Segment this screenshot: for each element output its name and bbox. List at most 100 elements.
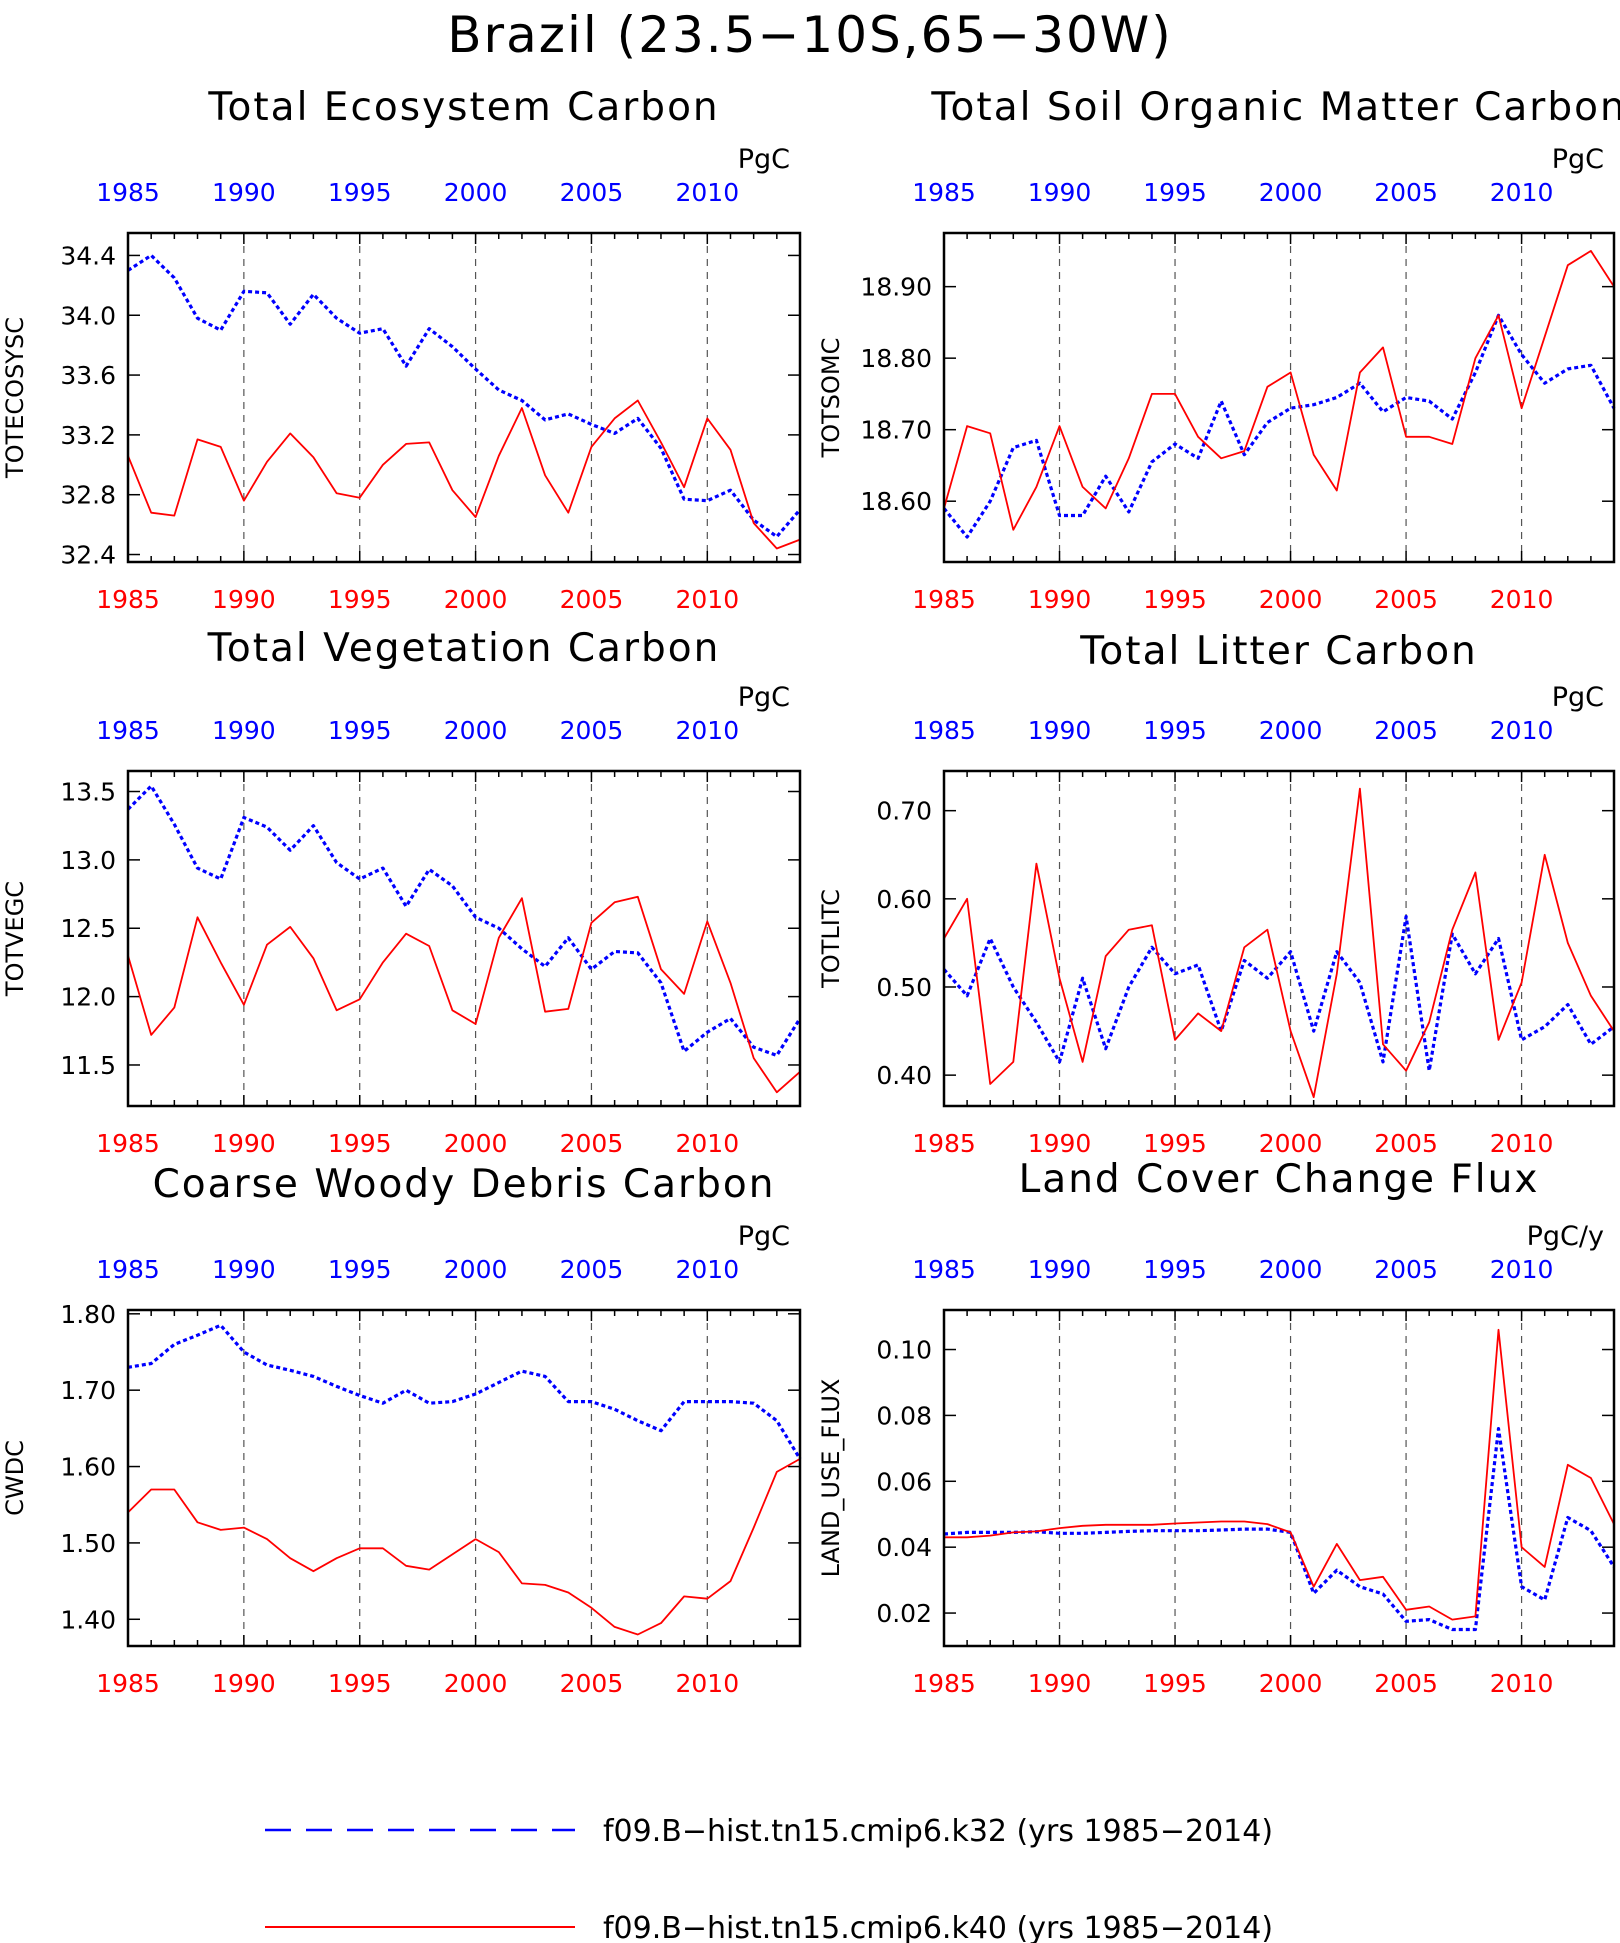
x-tick-label-top: 1990 bbox=[212, 178, 276, 207]
y-tick-label: 0.04 bbox=[876, 1533, 932, 1562]
units-label: PgC/y bbox=[1527, 1221, 1604, 1252]
x-tick-label-top: 2010 bbox=[1490, 716, 1554, 745]
panel-title: Coarse Woody Debris Carbon bbox=[153, 1162, 776, 1207]
y-tick-label: 1.70 bbox=[60, 1376, 116, 1405]
y-tick-label: 32.8 bbox=[60, 481, 116, 510]
x-tick-label-bottom: 1995 bbox=[328, 585, 392, 614]
x-tick-label-top: 1985 bbox=[96, 716, 160, 745]
x-tick-label-bottom: 2010 bbox=[675, 1669, 739, 1698]
x-tick-label-bottom: 2010 bbox=[675, 585, 739, 614]
series-line-k32 bbox=[127, 1323, 802, 1460]
y-axis-label: CWDC bbox=[1, 1440, 29, 1516]
legend-label-k32: f09.B−hist.tn15.cmip6.k32 (yrs 1985−2014… bbox=[603, 1814, 1273, 1849]
plot-frame bbox=[942, 769, 1616, 1108]
x-tick-label-bottom: 1990 bbox=[1028, 1129, 1092, 1158]
x-tick-label-top: 2010 bbox=[675, 178, 739, 207]
series-line-k40 bbox=[943, 249, 1615, 531]
series-line-k40 bbox=[944, 1328, 1615, 1621]
x-tick-label-top: 2000 bbox=[444, 178, 508, 207]
y-tick-label: 34.0 bbox=[60, 301, 116, 330]
y-tick-label: 1.50 bbox=[60, 1529, 116, 1558]
x-tick-label-bottom: 1990 bbox=[1028, 1669, 1092, 1698]
x-tick-label-bottom: 1985 bbox=[96, 1669, 160, 1698]
x-tick-label-bottom: 2005 bbox=[560, 1129, 624, 1158]
x-tick-label-top: 2010 bbox=[675, 1255, 739, 1284]
y-tick-label: 18.80 bbox=[860, 344, 932, 373]
x-tick-label-bottom: 2010 bbox=[1490, 1669, 1554, 1698]
x-tick-label-bottom: 2000 bbox=[444, 1129, 508, 1158]
x-tick-label-bottom: 1985 bbox=[912, 585, 976, 614]
units-label: PgC bbox=[1552, 682, 1604, 713]
x-tick-label-top: 2005 bbox=[560, 178, 624, 207]
y-axis-label: LAND_USE_FLUX bbox=[817, 1379, 845, 1578]
series-line-k40 bbox=[127, 1458, 801, 1636]
x-tick-label-top: 2005 bbox=[1374, 178, 1438, 207]
x-tick-label-top: 1990 bbox=[212, 716, 276, 745]
y-tick-label: 13.0 bbox=[60, 846, 116, 875]
y-tick-label: 33.6 bbox=[60, 361, 116, 390]
x-tick-label-bottom: 1990 bbox=[212, 585, 276, 614]
x-tick-label-bottom: 1990 bbox=[212, 1129, 276, 1158]
panel-title: Total Soil Organic Matter Carbon bbox=[930, 85, 1620, 130]
plot-frame bbox=[942, 1308, 1616, 1648]
series-line-k32 bbox=[942, 313, 1616, 539]
x-tick-label-top: 1985 bbox=[912, 716, 976, 745]
y-tick-label: 1.40 bbox=[60, 1605, 116, 1634]
chart-panel: Total Vegetation Carbon PgC TOTVEGC 1985 198… bbox=[1, 626, 802, 1158]
x-tick-label-bottom: 2005 bbox=[1374, 1129, 1438, 1158]
series-line-k40 bbox=[943, 787, 1615, 1099]
x-tick-label-top: 2010 bbox=[1490, 1255, 1554, 1284]
plot-frame bbox=[126, 769, 802, 1108]
x-tick-label-top: 1995 bbox=[1143, 1255, 1207, 1284]
x-tick-label-top: 1995 bbox=[328, 1255, 392, 1284]
plot-frame bbox=[126, 1308, 802, 1648]
x-tick-label-bottom: 1985 bbox=[912, 1669, 976, 1698]
y-tick-label: 32.4 bbox=[60, 541, 116, 570]
x-tick-label-top: 1985 bbox=[912, 178, 976, 207]
chart-panel: Total Litter Carbon PgC TOTLITC 1985 1985 199… bbox=[817, 629, 1616, 1158]
y-axis-label: TOTSOMC bbox=[817, 338, 845, 459]
y-tick-label: 0.60 bbox=[876, 885, 932, 914]
series-line-k40 bbox=[127, 895, 801, 1094]
y-tick-label: 0.02 bbox=[876, 1599, 932, 1628]
chart-panel: Land Cover Change Flux PgC/y LAND_USE_FLUX… bbox=[817, 1157, 1616, 1698]
plot-frame bbox=[126, 231, 802, 564]
panel-title: Total Litter Carbon bbox=[1079, 629, 1478, 674]
x-tick-label-bottom: 1985 bbox=[96, 1129, 160, 1158]
x-tick-label-bottom: 1995 bbox=[1143, 585, 1207, 614]
y-axis-label: TOTLITC bbox=[817, 889, 845, 989]
series-line-k32 bbox=[126, 784, 802, 1058]
x-tick-label-top: 2000 bbox=[1259, 178, 1323, 207]
x-tick-label-top: 1985 bbox=[96, 1255, 160, 1284]
y-tick-label: 18.60 bbox=[860, 487, 932, 516]
y-tick-label: 0.06 bbox=[876, 1467, 932, 1496]
x-tick-label-bottom: 2010 bbox=[1490, 585, 1554, 614]
x-tick-label-bottom: 2010 bbox=[675, 1129, 739, 1158]
units-label: PgC bbox=[738, 144, 790, 175]
x-tick-label-bottom: 1995 bbox=[1143, 1669, 1207, 1698]
panel-title: Land Cover Change Flux bbox=[1019, 1157, 1540, 1202]
chart-panel: Total Soil Organic Matter Carbon PgC TOTSO… bbox=[817, 85, 1620, 614]
y-tick-label: 0.50 bbox=[876, 973, 932, 1002]
x-tick-label-bottom: 1990 bbox=[212, 1669, 276, 1698]
x-tick-label-top: 2005 bbox=[1374, 716, 1438, 745]
y-tick-label: 33.2 bbox=[60, 421, 116, 450]
x-tick-label-top: 2000 bbox=[1259, 716, 1323, 745]
units-label: PgC bbox=[738, 682, 790, 713]
x-tick-label-top: 2000 bbox=[1259, 1255, 1323, 1284]
x-tick-label-top: 2005 bbox=[560, 716, 624, 745]
x-tick-label-bottom: 2010 bbox=[1490, 1129, 1554, 1158]
y-tick-label: 1.60 bbox=[60, 1453, 116, 1482]
series-line-k40 bbox=[127, 399, 801, 550]
y-tick-label: 0.08 bbox=[876, 1401, 932, 1430]
x-tick-label-bottom: 1995 bbox=[328, 1669, 392, 1698]
x-tick-label-top: 2010 bbox=[1490, 178, 1554, 207]
x-tick-label-top: 1985 bbox=[912, 1255, 976, 1284]
figure-title: Brazil (23.5−10S,65−30W) bbox=[447, 6, 1173, 64]
x-tick-label-bottom: 2005 bbox=[560, 585, 624, 614]
x-tick-label-top: 1990 bbox=[212, 1255, 276, 1284]
x-tick-label-bottom: 1990 bbox=[1028, 585, 1092, 614]
panel-title: Total Vegetation Carbon bbox=[207, 626, 721, 671]
x-tick-label-bottom: 2000 bbox=[1259, 585, 1323, 614]
